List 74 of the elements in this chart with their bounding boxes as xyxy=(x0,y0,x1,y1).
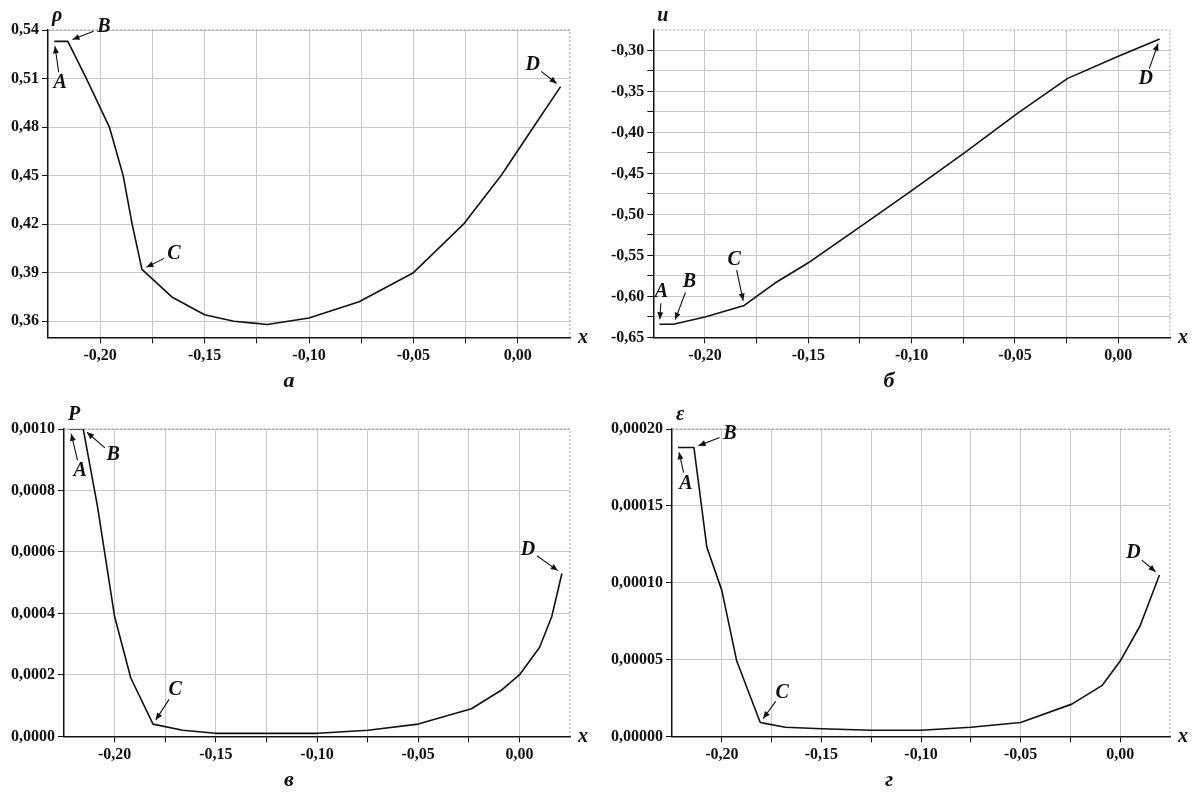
x-tick-label: -0,15 xyxy=(187,346,222,364)
x-tick-label: -0,05 xyxy=(998,346,1032,364)
x-tick-label: -0,05 xyxy=(396,346,431,364)
y-tick-label: -0,60 xyxy=(611,286,645,304)
x-tick-label: 0,00 xyxy=(503,346,532,364)
y-tick-label: 0,42 xyxy=(11,214,39,232)
y-tick-label: 0,0010 xyxy=(11,419,55,437)
text: г xyxy=(884,766,894,792)
annotation: C xyxy=(775,679,790,702)
annotation: A xyxy=(652,279,669,302)
y-tick-label: 0,39 xyxy=(11,262,39,280)
y-tick-label: 0,00005 xyxy=(611,649,663,667)
y-tick-label: -0,65 xyxy=(611,327,645,345)
x-tick-label: -0,20 xyxy=(97,745,132,763)
y-axis-title: u xyxy=(657,3,669,26)
x-tick-label: -0,20 xyxy=(705,745,739,763)
y-tick-label: 0,00000 xyxy=(611,726,663,744)
y-tick-label: 0,51 xyxy=(11,68,39,86)
x-axis-title: x xyxy=(1177,723,1188,746)
text: а xyxy=(283,367,295,393)
x-tick-label: -0,15 xyxy=(199,745,233,763)
annotation: B xyxy=(681,269,697,292)
y-tick-label: 0,0004 xyxy=(11,603,55,621)
y-tick-label: 0,45 xyxy=(11,165,39,183)
x-tick-label: -0,10 xyxy=(292,346,326,364)
y-tick-label: 0,0008 xyxy=(11,480,55,498)
y-tick-label: -0,35 xyxy=(611,81,645,99)
x-tick-label: -0,10 xyxy=(895,346,929,364)
y-tick-label: -0,30 xyxy=(611,40,645,58)
text: б xyxy=(883,367,896,393)
annotation: B xyxy=(96,14,111,37)
y-tick-label: 0,00020 xyxy=(611,419,663,437)
x-tick-label: -0,15 xyxy=(804,745,839,763)
x-tick-label: 0,00 xyxy=(505,745,534,763)
y-tick-label: -0,50 xyxy=(611,204,645,222)
y-tick-label: 0,00010 xyxy=(611,572,663,590)
x-tick-label: -0,15 xyxy=(791,346,825,364)
annotation: B xyxy=(105,442,120,465)
annotation: C xyxy=(167,240,182,263)
annotation: A xyxy=(677,470,693,493)
annotation: A xyxy=(51,70,67,93)
x-tick-label: -0,10 xyxy=(300,745,334,763)
y-tick-label: 0,54 xyxy=(11,20,39,38)
x-tick-label: 0,00 xyxy=(1104,346,1133,364)
annotation: C xyxy=(168,677,183,700)
x-axis-title: x xyxy=(577,324,588,347)
x-axis-title: x xyxy=(577,723,588,746)
x-axis-title: x xyxy=(1177,324,1188,347)
text: в xyxy=(284,766,295,792)
y-tick-label: 0,0002 xyxy=(11,665,55,683)
annotation: A xyxy=(71,458,87,481)
annotation: D xyxy=(1125,540,1141,563)
x-tick-label: -0,20 xyxy=(688,346,722,364)
y-tick-label: -0,55 xyxy=(611,245,645,263)
x-tick-label: -0,05 xyxy=(401,745,435,763)
annotation: B xyxy=(722,420,737,443)
y-tick-label: -0,45 xyxy=(611,163,645,181)
annotation: D xyxy=(1137,66,1153,89)
annotation: D xyxy=(519,536,536,559)
y-tick-label: 0,00015 xyxy=(611,495,663,513)
y-tick-label: 0,36 xyxy=(11,311,39,329)
annotation: D xyxy=(524,51,540,74)
y-axis-title: ε xyxy=(676,402,685,425)
y-axis-title: P xyxy=(67,402,81,425)
x-tick-label: 0,00 xyxy=(1106,745,1135,763)
x-tick-label: -0,10 xyxy=(904,745,938,763)
y-axis-title: ρ xyxy=(51,3,63,27)
y-tick-label: 0,48 xyxy=(11,117,39,135)
y-tick-label: 0,0000 xyxy=(11,726,55,744)
x-tick-label: -0,05 xyxy=(1003,745,1038,763)
annotation: C xyxy=(727,246,742,269)
y-tick-label: -0,40 xyxy=(611,122,645,140)
x-tick-label: -0,20 xyxy=(83,346,117,364)
y-tick-label: 0,0006 xyxy=(11,542,55,560)
